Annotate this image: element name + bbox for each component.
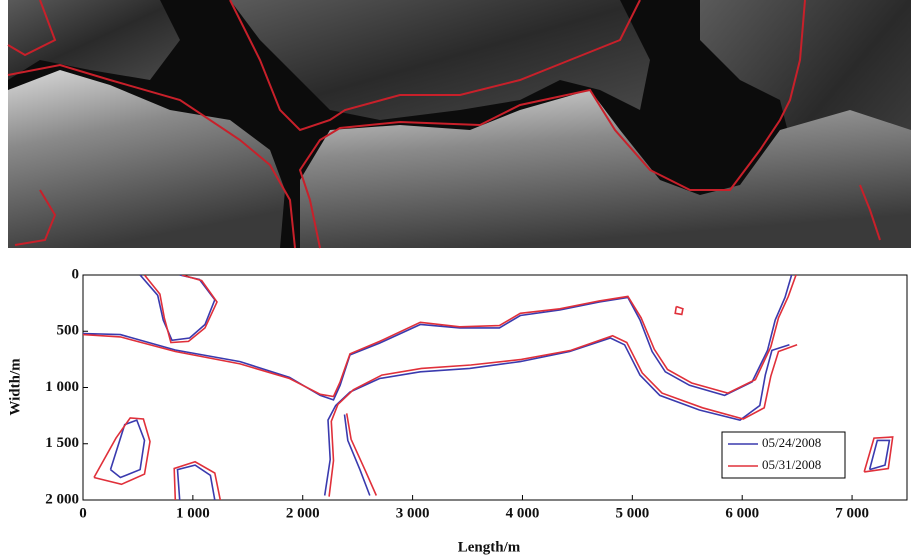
- legend-label: 05/31/2008: [762, 457, 821, 472]
- legend-label: 05/24/2008: [762, 435, 821, 450]
- figure: Length/m Width/m 0 1 000 2 000 3 000 4 000 5 …: [0, 0, 911, 560]
- x-tick-label: 5 000: [615, 505, 649, 521]
- x-tick-label: 4 000: [506, 505, 540, 521]
- y-tick-label: 1 000: [45, 379, 79, 395]
- x-tick-label: 3 000: [396, 505, 430, 521]
- x-tick-label: 2 000: [286, 505, 320, 521]
- x-tick-label: 6 000: [725, 505, 759, 521]
- chart: Length/m Width/m 0 1 000 2 000 3 000 4 000 5 …: [0, 250, 911, 560]
- x-tick-label: 1 000: [176, 505, 210, 521]
- x-tick-label: 0: [79, 505, 87, 521]
- y-tick-label: 500: [57, 323, 80, 339]
- y-axis-label: Width/m: [7, 358, 23, 416]
- x-axis-label: Length/m: [458, 539, 521, 555]
- y-tick-label: 1 500: [45, 435, 79, 451]
- y-tick-label: 0: [72, 266, 80, 282]
- y-tick-label: 2 000: [45, 491, 79, 507]
- sar-image: [0, 0, 911, 250]
- x-tick-label: 7 000: [835, 505, 869, 521]
